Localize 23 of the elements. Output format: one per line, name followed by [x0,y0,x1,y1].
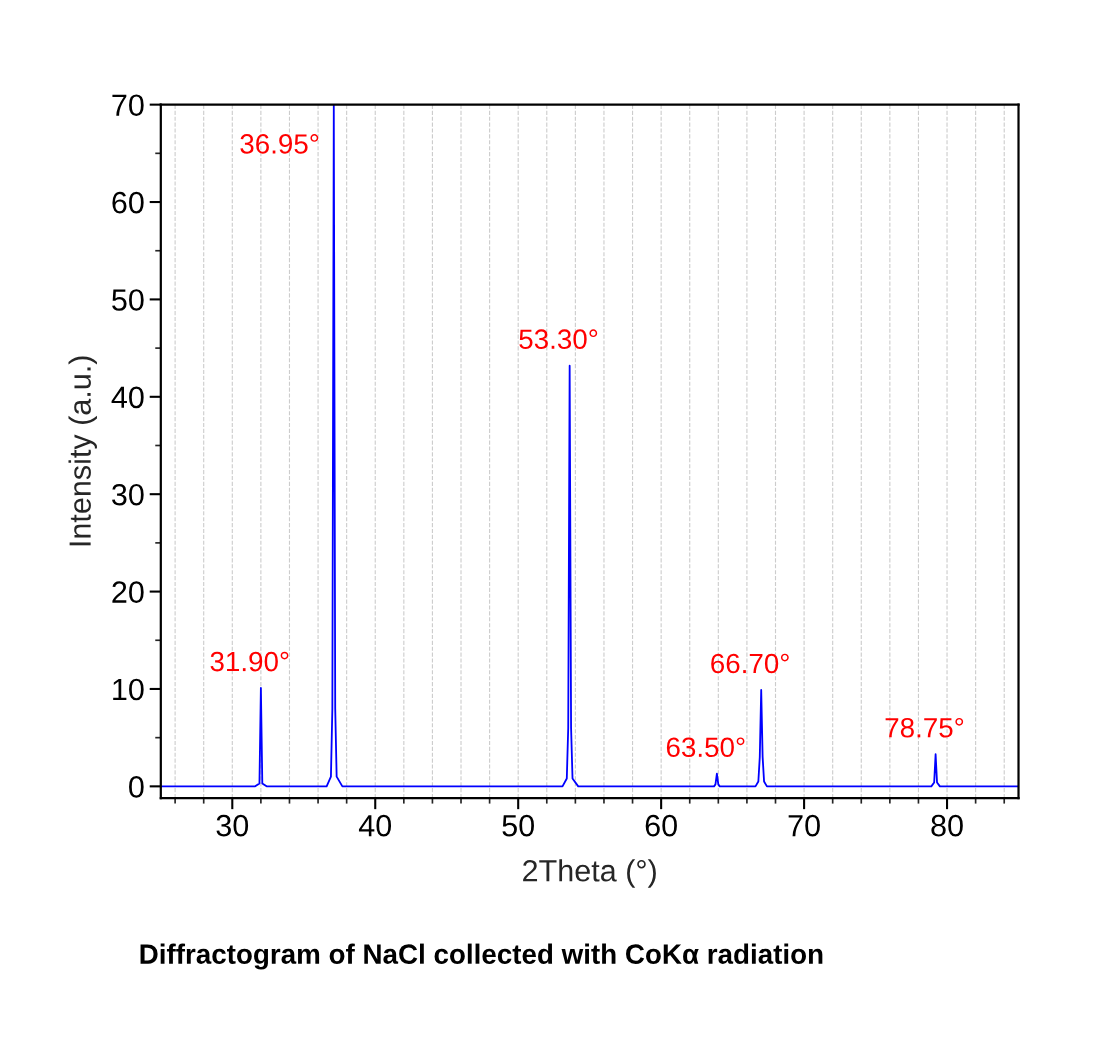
text: Diffractogram of NaCl collected with CoKα radiation [140,943,823,970]
x-tick-label: 70 [788,814,820,837]
annotation: 63.50° [666,737,745,758]
annotation: 66.70° [711,653,789,674]
x-tick-label: 60 [645,814,677,837]
y-tick-label: 20 [112,581,144,603]
y-tick-label: 70 [112,94,144,117]
x-tick-label: 80 [931,814,963,837]
annotation: 31.90° [210,651,289,672]
annotation: 36.95° [240,134,319,154]
y-tick-label: 10 [113,678,144,701]
x-tick-label: 50 [502,814,534,837]
annotation: 78.75° [885,717,964,738]
y-tick-label: 60 [112,191,144,214]
y-tick-label: 0 [129,776,144,798]
y-tick-label: 30 [112,483,144,506]
x-tick-label: 40 [358,814,392,837]
y-axis-title: Intensity (a.u.) [68,356,97,546]
x-tick-label: 30 [216,814,249,837]
y-tick-label: 50 [112,289,144,311]
annotation: 53.30° [519,329,598,350]
x-axis-title: 2Theta (°) [523,859,656,888]
y-tick-label: 40 [111,386,144,409]
